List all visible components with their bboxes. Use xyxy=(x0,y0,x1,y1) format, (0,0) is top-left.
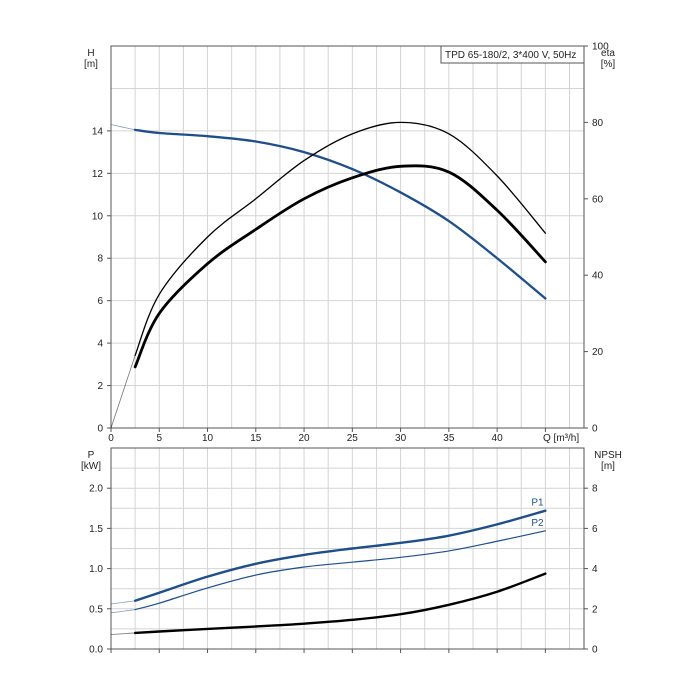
y-left-tick-label: 2 xyxy=(97,381,103,392)
y-left-tick-label: 0.0 xyxy=(89,645,103,656)
x-tick-label: 5 xyxy=(156,433,162,444)
y-right-tick-label: 4 xyxy=(592,564,598,575)
y-right-tick-label: 100 xyxy=(592,42,609,53)
y-right-axis-title: NPSH xyxy=(594,450,622,461)
x-tick-label: 0 xyxy=(108,433,114,444)
series-label-p2: P2 xyxy=(531,518,544,529)
x-tick-label: 20 xyxy=(298,433,310,444)
y-left-axis-unit: [kW] xyxy=(81,461,101,472)
y-left-tick-label: 12 xyxy=(92,169,104,180)
y-right-axis-title: eta xyxy=(601,48,615,59)
y-left-tick-label: 8 xyxy=(97,254,103,265)
series-line-2 xyxy=(134,530,546,611)
head-efficiency-chart: 0 2 4 6 8 10 12 14 0 20 40 60 80 100 H[m] eta[%] 0 5 10 15 2… xyxy=(84,42,615,445)
x-tick-label: 30 xyxy=(395,433,407,444)
y-right-tick-label: 8 xyxy=(592,484,598,495)
series-line-2 xyxy=(134,121,547,357)
y-left-tick-label: 4 xyxy=(97,339,103,350)
y-left-tick-label: 1.0 xyxy=(89,564,103,575)
series-line-lead-1 xyxy=(110,600,136,605)
plot-frame xyxy=(110,447,585,650)
y-right-tick-label: 20 xyxy=(592,347,604,358)
y-left-tick-label: 2.0 xyxy=(89,484,103,495)
y-right-tick-label: 0 xyxy=(592,424,598,435)
x-tick-label: 10 xyxy=(202,433,214,444)
series-line-lead-3 xyxy=(110,632,136,635)
y-left-tick-label: 0.5 xyxy=(89,604,103,615)
y-right-tick-label: 80 xyxy=(592,118,604,129)
series-label-p1: P1 xyxy=(531,498,544,509)
series-line-1 xyxy=(133,509,547,602)
y-left-tick-label: 14 xyxy=(92,126,104,137)
power-npsh-chart: 0.0 0.5 1.0 1.5 2.0 0 2 4 6 8 P[kW] NPSH[m] P1 P2 xyxy=(81,447,622,656)
y-left-axis-title: H xyxy=(87,48,94,59)
chart-title-box xyxy=(440,45,585,64)
y-right-tick-label: 0 xyxy=(592,645,598,656)
series-line-lead-2 xyxy=(110,355,136,429)
x-tick-label: 15 xyxy=(250,433,262,444)
y-right-tick-label: 40 xyxy=(592,271,604,282)
series-line-1 xyxy=(133,128,547,300)
y-left-tick-label: 10 xyxy=(92,211,104,222)
plot-frame xyxy=(110,45,585,429)
series-line-3 xyxy=(133,572,547,635)
y-left-tick-label: 0 xyxy=(97,424,103,435)
series-line-lead-2 xyxy=(110,609,136,614)
x-tick-label: 40 xyxy=(492,433,504,444)
x-tick-label: 25 xyxy=(347,433,359,444)
y-right-tick-label: 60 xyxy=(592,194,604,205)
chart-title: TPD 65-180/2, 3*400 V, 50Hz xyxy=(445,50,576,61)
y-right-tick-label: 6 xyxy=(592,524,598,535)
y-right-axis-unit: [%] xyxy=(601,59,616,70)
y-left-axis-unit: [m] xyxy=(84,59,98,70)
x-tick-label: 35 xyxy=(443,433,455,444)
y-left-axis-title: P xyxy=(88,450,95,461)
y-right-tick-label: 2 xyxy=(592,604,598,615)
x-axis-title: Q [m³/h] xyxy=(543,433,579,444)
y-right-axis-unit: [m] xyxy=(601,461,615,472)
series-line-3 xyxy=(133,164,547,369)
y-left-tick-label: 1.5 xyxy=(89,524,103,535)
y-left-tick-label: 6 xyxy=(97,296,103,307)
series-line-lead-1 xyxy=(110,124,136,131)
